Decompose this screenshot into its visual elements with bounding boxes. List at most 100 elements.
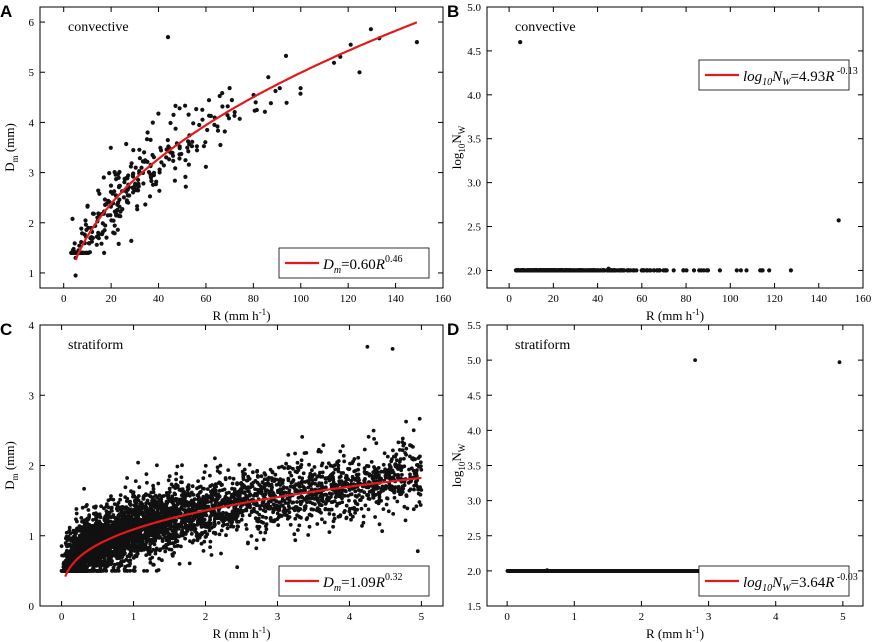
data-point (347, 498, 351, 503)
data-point (788, 268, 794, 273)
data-point (109, 494, 113, 498)
data-point (315, 522, 320, 526)
data-point (402, 504, 407, 509)
data-point (418, 492, 423, 497)
data-point (169, 547, 174, 552)
data-point (301, 471, 306, 476)
data-point (202, 502, 207, 507)
data-point (324, 465, 329, 470)
data-point (136, 544, 140, 548)
data-point (185, 145, 190, 150)
data-point (413, 457, 417, 462)
data-point (125, 187, 130, 192)
x-tick-label: 20 (106, 293, 118, 305)
data-point (186, 493, 191, 497)
data-point (392, 495, 397, 500)
data-point (87, 555, 91, 560)
data-point (217, 501, 222, 506)
data-point (361, 520, 366, 525)
data-point (206, 98, 212, 103)
data-point (332, 499, 337, 504)
data-point (276, 482, 281, 486)
data-point (135, 529, 140, 534)
data-point (79, 538, 84, 542)
data-point (126, 200, 131, 205)
data-point (416, 487, 420, 492)
data-point (244, 478, 249, 483)
data-point (117, 539, 122, 543)
data-point (395, 499, 400, 504)
data-point (701, 268, 706, 273)
data-point (648, 268, 653, 273)
fit-curve (74, 21, 418, 261)
data-point (252, 509, 257, 514)
data-point (115, 207, 120, 213)
data-point (260, 514, 265, 519)
data-point (148, 560, 153, 565)
data-point (268, 101, 273, 106)
data-point (315, 506, 320, 511)
data-point (155, 500, 160, 504)
y-tick-label: 2 (29, 218, 35, 230)
data-point (340, 492, 344, 496)
data-point (110, 191, 115, 196)
data-point (151, 483, 156, 488)
data-point (415, 463, 419, 467)
data-point (217, 488, 222, 493)
data-point (303, 497, 307, 501)
data-point (274, 477, 279, 482)
data-point (412, 483, 416, 488)
data-point (123, 176, 128, 181)
data-point (366, 496, 371, 501)
data-point (249, 510, 254, 514)
data-point (549, 268, 554, 273)
y-tick-label: 1 (29, 268, 35, 280)
data-point (65, 544, 69, 549)
data-point (132, 549, 137, 553)
data-point (234, 527, 239, 532)
data-point (136, 498, 141, 503)
data-point (144, 508, 149, 512)
data-point (125, 193, 130, 198)
data-point (196, 479, 201, 483)
data-point (253, 487, 257, 491)
data-point (141, 181, 146, 186)
data-point (133, 165, 138, 170)
data-point (242, 490, 247, 495)
data-point (233, 499, 237, 504)
data-point (151, 490, 156, 495)
data-point (195, 486, 199, 491)
data-point (105, 552, 109, 556)
y-tick-label: 6 (29, 17, 35, 29)
data-point (560, 268, 565, 273)
data-point (147, 194, 153, 199)
y-tick-label: 4 (29, 117, 35, 129)
data-point (160, 501, 165, 506)
data-point (513, 268, 519, 273)
data-point (285, 486, 289, 490)
data-point (271, 502, 276, 507)
data-point (299, 458, 304, 463)
data-point (67, 525, 72, 530)
data-point (298, 502, 303, 507)
data-point (347, 488, 352, 492)
y-tick-label: 1 (29, 531, 35, 543)
data-point (293, 469, 298, 474)
data-point (385, 454, 390, 459)
y-tick-label: 4.5 (467, 46, 481, 58)
x-tick-label: 100 (722, 293, 739, 305)
data-point (84, 536, 89, 541)
data-point (144, 137, 150, 142)
data-point (207, 113, 212, 118)
data-point (181, 489, 185, 494)
data-point (201, 476, 206, 481)
data-point (128, 507, 133, 512)
data-point (195, 535, 200, 540)
scatter-points (59, 344, 424, 573)
y-tick-label: 3 (29, 390, 35, 402)
data-point (418, 460, 423, 465)
data-point (125, 517, 129, 522)
y-tick-label: 2.0 (467, 265, 481, 277)
data-point (76, 562, 81, 567)
data-point (229, 524, 233, 529)
